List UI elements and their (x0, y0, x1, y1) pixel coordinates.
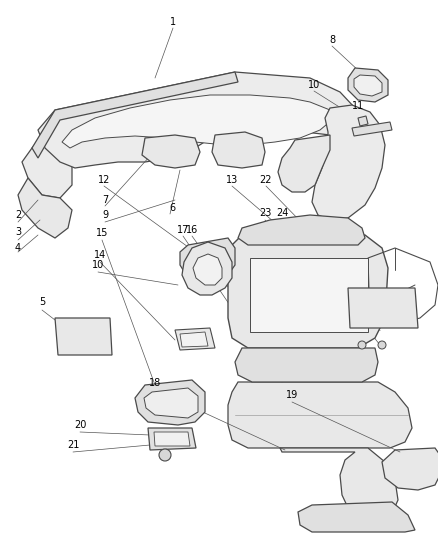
Text: 12: 12 (98, 175, 110, 185)
Text: 3: 3 (15, 227, 21, 237)
Text: 4: 4 (15, 243, 21, 253)
Text: 1: 1 (170, 17, 176, 27)
Text: 9: 9 (102, 210, 108, 220)
Polygon shape (180, 332, 208, 347)
Polygon shape (212, 132, 265, 168)
Polygon shape (312, 105, 385, 220)
Text: 5: 5 (39, 297, 45, 307)
Polygon shape (148, 428, 196, 450)
Polygon shape (62, 95, 332, 148)
Polygon shape (228, 382, 412, 448)
Polygon shape (55, 318, 112, 355)
Polygon shape (193, 254, 222, 285)
Circle shape (159, 449, 171, 461)
Text: 23: 23 (259, 208, 271, 218)
Polygon shape (298, 502, 415, 532)
Polygon shape (228, 235, 388, 348)
Polygon shape (235, 348, 378, 382)
Text: 2: 2 (15, 210, 21, 220)
Polygon shape (18, 178, 72, 238)
Polygon shape (38, 72, 355, 168)
Text: 21: 21 (67, 440, 79, 450)
Polygon shape (154, 432, 190, 446)
Circle shape (358, 341, 366, 349)
Polygon shape (250, 258, 368, 332)
Text: 20: 20 (74, 420, 86, 430)
Polygon shape (22, 120, 72, 198)
Polygon shape (144, 388, 198, 418)
Text: 10: 10 (92, 260, 104, 270)
Text: 7: 7 (102, 195, 108, 205)
Polygon shape (352, 122, 392, 136)
Polygon shape (142, 135, 200, 168)
Text: 13: 13 (226, 175, 238, 185)
Polygon shape (182, 242, 232, 295)
Polygon shape (280, 448, 398, 525)
Text: 24: 24 (276, 208, 288, 218)
Text: 17: 17 (177, 225, 189, 235)
Text: 15: 15 (96, 228, 108, 238)
Polygon shape (358, 116, 368, 126)
Polygon shape (32, 72, 238, 158)
Text: 11: 11 (352, 101, 364, 111)
Text: 22: 22 (260, 175, 272, 185)
Text: 14: 14 (94, 250, 106, 260)
Polygon shape (348, 68, 388, 102)
Text: 10: 10 (308, 80, 320, 90)
Text: 16: 16 (186, 225, 198, 235)
Polygon shape (354, 75, 382, 96)
Text: 19: 19 (286, 390, 298, 400)
Text: 8: 8 (329, 35, 335, 45)
Polygon shape (238, 215, 365, 245)
Circle shape (378, 341, 386, 349)
Polygon shape (278, 135, 330, 192)
Polygon shape (348, 288, 418, 328)
Polygon shape (180, 238, 235, 285)
Polygon shape (382, 448, 438, 490)
Text: 6: 6 (169, 203, 175, 213)
Text: 18: 18 (149, 378, 161, 388)
Polygon shape (135, 380, 205, 425)
Polygon shape (175, 328, 215, 350)
